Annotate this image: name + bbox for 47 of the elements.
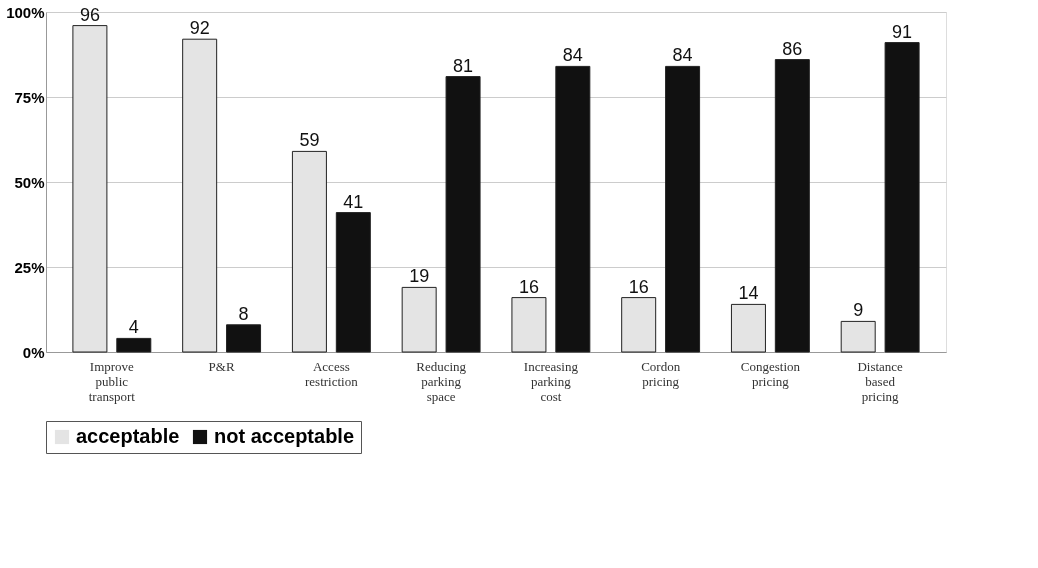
x-tick-label: Congestion pricing	[740, 358, 801, 389]
bar	[72, 25, 108, 353]
data-label: 84	[562, 45, 583, 66]
x-tick-label: Access restriction	[305, 358, 359, 389]
bar	[621, 297, 657, 353]
data-label: 91	[892, 21, 913, 42]
bar	[840, 320, 876, 353]
y-tick-label: 75%	[14, 88, 45, 106]
legend-label: acceptable	[76, 425, 180, 447]
bar	[665, 65, 701, 353]
y-tick-label: 50%	[14, 173, 45, 191]
bar	[291, 150, 327, 353]
data-label: 86	[782, 38, 803, 59]
data-label: 41	[343, 191, 364, 212]
data-label: 14	[738, 283, 759, 304]
data-label: 19	[409, 266, 430, 287]
data-label: 16	[518, 276, 539, 297]
bar	[884, 42, 920, 353]
x-tick-label: Reducing parking space	[416, 358, 467, 404]
x-tick-label: Increasing parking cost	[523, 358, 579, 404]
data-label: 81	[453, 55, 474, 76]
bar	[445, 76, 481, 353]
x-tick-label: P&R	[208, 358, 235, 374]
bar	[335, 212, 371, 353]
y-tick-label: 0%	[22, 343, 45, 361]
data-label: 16	[628, 276, 649, 297]
bar	[511, 297, 547, 353]
x-tick-label: Distance based pricing	[857, 358, 904, 404]
data-label: 9	[853, 300, 864, 321]
data-label: 59	[299, 130, 320, 151]
data-label: 84	[672, 45, 693, 66]
bar	[555, 65, 591, 353]
y-tick-label: 100%	[6, 3, 45, 21]
bar	[730, 303, 766, 353]
x-tick-label: Cordon pricing	[641, 358, 681, 389]
data-label: 92	[189, 18, 210, 39]
y-tick-label: 25%	[14, 258, 45, 276]
legend-label: not acceptable	[214, 425, 355, 447]
x-tick-label: Improve public transport	[88, 358, 136, 404]
data-label: 4	[128, 317, 139, 338]
data-label: 8	[238, 303, 249, 324]
bar	[116, 337, 152, 353]
bar	[226, 324, 262, 353]
bar	[774, 59, 810, 353]
data-label: 96	[79, 4, 100, 25]
bar	[401, 286, 437, 353]
bar	[182, 38, 218, 353]
